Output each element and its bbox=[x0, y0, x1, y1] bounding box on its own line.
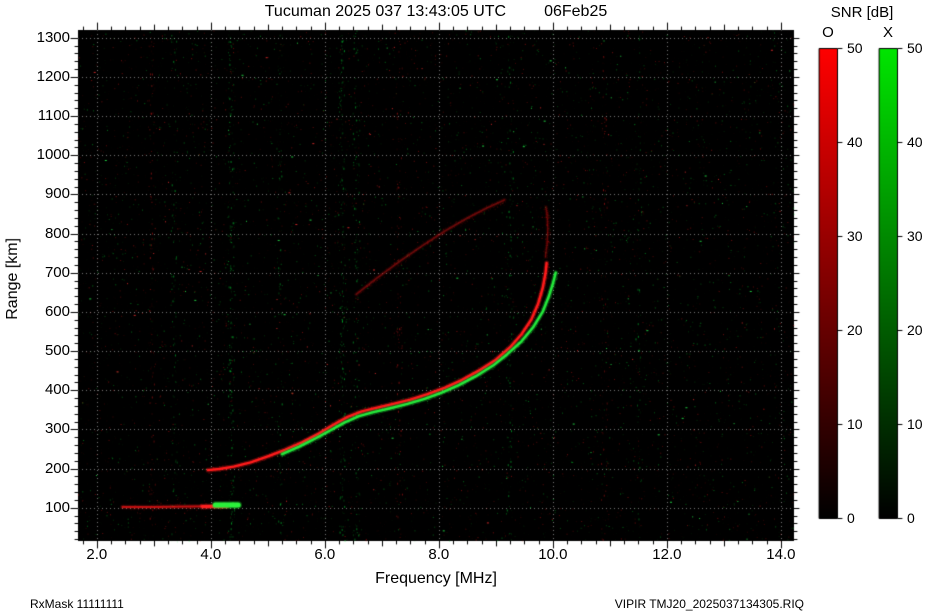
colorbar-o-tick-label: 40 bbox=[847, 134, 863, 150]
y-axis-label: Range [km] bbox=[4, 238, 21, 320]
colorbar-x-tick-label: 50 bbox=[907, 40, 923, 56]
colorbar-x-tick-label: 30 bbox=[907, 228, 923, 244]
x-tick-label: 12.0 bbox=[652, 546, 682, 563]
y-tick-label: 1200 bbox=[36, 67, 70, 85]
colorbar-x-tick-label: 10 bbox=[907, 416, 923, 432]
y-tick-label: 1300 bbox=[36, 28, 70, 46]
y-tick-label: 700 bbox=[44, 263, 70, 281]
x-tick-label: 6.0 bbox=[314, 546, 336, 563]
plot-title: Tucuman 2025 037 13:43:05 UTC 06Feb25 bbox=[78, 3, 794, 21]
y-tick-label: 1100 bbox=[37, 107, 70, 125]
y-tick-label: 400 bbox=[44, 381, 70, 399]
x-axis-label: Frequency [MHz] bbox=[375, 570, 497, 587]
y-tick-label: 1000 bbox=[36, 146, 70, 164]
file-info-text: VIPIR TMJ20_2025037134305.RIQ bbox=[614, 597, 804, 611]
x-tick-label: 14.0 bbox=[766, 546, 796, 563]
colorbar-x-tick-label: 20 bbox=[907, 322, 923, 338]
colorbar-o-tick-label: 0 bbox=[847, 510, 855, 526]
x-mode-colorbar-label: X bbox=[882, 24, 893, 41]
x-tick-label: 2.0 bbox=[86, 546, 108, 563]
y-tick-label: 900 bbox=[44, 185, 70, 203]
y-tick-label: 100 bbox=[44, 498, 70, 516]
colorbar-o-tick-label: 10 bbox=[847, 416, 863, 432]
title-date: 06Feb25 bbox=[544, 3, 608, 20]
x-tick-label: 4.0 bbox=[200, 546, 222, 563]
x-tick-label: 8.0 bbox=[428, 546, 450, 563]
colorbar-x-tick-label: 0 bbox=[907, 510, 915, 526]
rxmask-text: RxMask 11111111 bbox=[30, 597, 124, 611]
x-tick-label: 10.0 bbox=[538, 546, 568, 563]
colorbar-o-tick-label: 20 bbox=[847, 322, 863, 338]
y-tick-label: 600 bbox=[44, 302, 70, 320]
title-station-time: Tucuman 2025 037 13:43:05 UTC bbox=[264, 3, 507, 20]
colorbar-o-tick-label: 50 bbox=[847, 40, 863, 56]
colorbar-o-tick-label: 30 bbox=[847, 228, 863, 244]
o-mode-colorbar-label: O bbox=[822, 24, 834, 41]
colorbar-x-tick-label: 40 bbox=[907, 134, 923, 150]
colorbar-title: SNR [dB] bbox=[830, 4, 894, 21]
y-tick-label: 300 bbox=[44, 420, 70, 438]
y-tick-label: 200 bbox=[44, 459, 70, 477]
y-tick-label: 800 bbox=[44, 224, 70, 242]
y-tick-label: 500 bbox=[44, 342, 70, 360]
